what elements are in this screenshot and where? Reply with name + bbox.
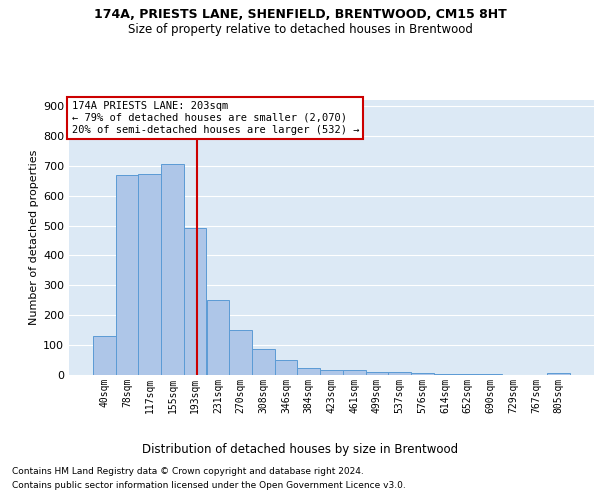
Bar <box>457 374 479 375</box>
Bar <box>434 374 457 375</box>
Bar <box>388 372 411 375</box>
Bar <box>411 373 434 375</box>
Text: Distribution of detached houses by size in Brentwood: Distribution of detached houses by size … <box>142 442 458 456</box>
Bar <box>320 370 343 375</box>
Bar <box>365 372 388 375</box>
Bar <box>343 370 365 375</box>
Text: 174A PRIESTS LANE: 203sqm
← 79% of detached houses are smaller (2,070)
20% of se: 174A PRIESTS LANE: 203sqm ← 79% of detac… <box>71 102 359 134</box>
Text: 174A, PRIESTS LANE, SHENFIELD, BRENTWOOD, CM15 8HT: 174A, PRIESTS LANE, SHENFIELD, BRENTWOOD… <box>94 8 506 20</box>
Bar <box>161 164 184 375</box>
Bar <box>139 174 161 375</box>
Text: Size of property relative to detached houses in Brentwood: Size of property relative to detached ho… <box>128 22 472 36</box>
Bar <box>229 330 252 375</box>
Bar <box>116 174 139 375</box>
Bar <box>93 336 116 375</box>
Bar <box>275 360 298 375</box>
Y-axis label: Number of detached properties: Number of detached properties <box>29 150 39 325</box>
Bar <box>252 349 275 375</box>
Bar <box>184 228 206 375</box>
Bar <box>479 374 502 375</box>
Text: Contains HM Land Registry data © Crown copyright and database right 2024.: Contains HM Land Registry data © Crown c… <box>12 468 364 476</box>
Bar <box>547 372 570 375</box>
Bar <box>298 368 320 375</box>
Text: Contains public sector information licensed under the Open Government Licence v3: Contains public sector information licen… <box>12 481 406 490</box>
Bar <box>206 300 229 375</box>
